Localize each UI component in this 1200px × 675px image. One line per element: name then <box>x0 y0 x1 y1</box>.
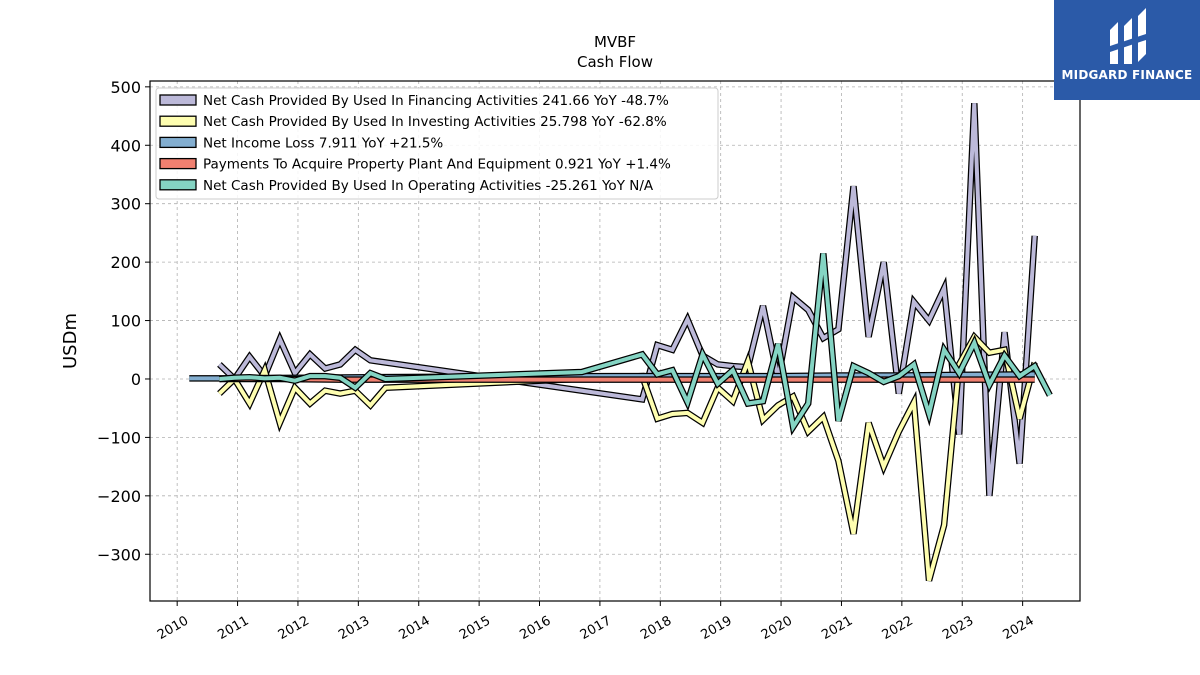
legend-swatch <box>159 157 197 170</box>
y-tick-label: 300 <box>110 195 141 214</box>
legend-swatch <box>159 115 197 127</box>
y-tick-label: −200 <box>97 487 141 506</box>
legend-label: Net Cash Provided By Used In Financing A… <box>203 93 669 109</box>
y-axis-label: USDm <box>60 313 81 369</box>
legend-label: Net Cash Provided By Used In Operating A… <box>203 178 654 194</box>
x-tick-label: 2020 <box>759 613 795 643</box>
chart-subtitle: Cash Flow <box>577 53 653 71</box>
x-tick-label: 2017 <box>578 613 614 643</box>
midgard-finance-logo: MIDGARD FINANCE <box>1054 0 1200 100</box>
legend-label: Net Income Loss 7.911 YoY +21.5% <box>203 135 443 151</box>
legend-swatch <box>159 179 197 191</box>
legend: Net Cash Provided By Used In Financing A… <box>155 87 719 200</box>
legend-swatch <box>159 136 197 149</box>
series-line <box>219 253 1052 433</box>
y-tick-label: 500 <box>110 78 141 97</box>
y-tick-label: −100 <box>97 428 141 447</box>
x-tick-label: 2015 <box>457 613 493 643</box>
logo-mark-icon <box>1110 8 1146 64</box>
legend-box <box>155 87 719 200</box>
chart-title: MVBF <box>594 33 636 51</box>
x-tick-label: 2018 <box>638 613 674 643</box>
y-axis-ticks: −300 −200 −100 0 100 200 300 400 500 <box>97 78 150 564</box>
logo-text: MIDGARD FINANCE <box>1061 68 1193 82</box>
x-axis-ticks: 2010 2011 2012 2013 2014 2015 2016 2017 2018 2019… <box>155 601 1037 643</box>
legend-label: Net Cash Provided By Used In Investing A… <box>203 114 667 130</box>
x-tick-label: 2010 <box>155 613 191 643</box>
series-line <box>218 103 1037 496</box>
series-layer <box>189 103 1053 582</box>
y-tick-label: 0 <box>131 370 141 389</box>
y-tick-label: 400 <box>110 136 141 155</box>
x-tick-label: 2016 <box>517 613 553 643</box>
x-tick-label: 2019 <box>699 613 735 643</box>
series-5 <box>219 253 1053 436</box>
x-tick-label: 2023 <box>940 613 976 643</box>
x-tick-label: 2024 <box>1000 613 1036 643</box>
x-tick-label: 2013 <box>336 613 372 643</box>
legend-swatch <box>159 94 197 106</box>
x-tick-label: 2022 <box>880 613 916 643</box>
legend-label: Payments To Acquire Property Plant And E… <box>203 157 671 173</box>
series-line <box>218 333 1037 582</box>
series-2 <box>217 331 1038 582</box>
x-tick-label: 2014 <box>397 613 433 643</box>
x-tick-label: 2021 <box>819 613 855 643</box>
x-tick-label: 2011 <box>215 613 251 643</box>
series-1 <box>217 103 1038 497</box>
y-tick-label: −300 <box>97 545 141 564</box>
plot-frame <box>149 80 1081 602</box>
y-tick-label: 200 <box>110 253 141 272</box>
x-tick-label: 2012 <box>276 613 312 643</box>
y-tick-label: 100 <box>110 312 141 331</box>
